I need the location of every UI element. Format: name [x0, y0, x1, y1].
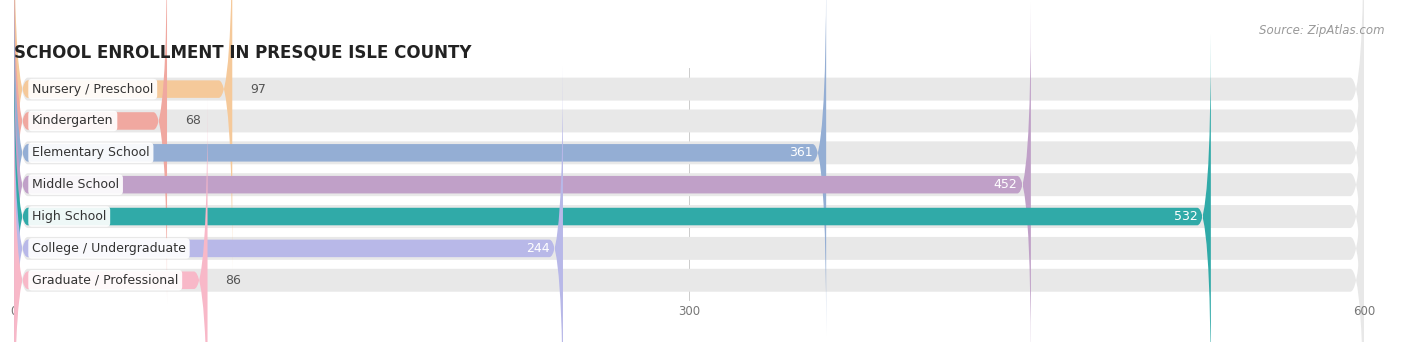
- Text: Middle School: Middle School: [32, 178, 120, 191]
- FancyBboxPatch shape: [14, 0, 1364, 301]
- Text: Nursery / Preschool: Nursery / Preschool: [32, 83, 153, 96]
- Text: 86: 86: [225, 274, 242, 287]
- FancyBboxPatch shape: [14, 101, 1364, 342]
- Text: Graduate / Professional: Graduate / Professional: [32, 274, 179, 287]
- Text: College / Undergraduate: College / Undergraduate: [32, 242, 186, 255]
- Text: SCHOOL ENROLLMENT IN PRESQUE ISLE COUNTY: SCHOOL ENROLLMENT IN PRESQUE ISLE COUNTY: [14, 43, 471, 61]
- Text: 361: 361: [789, 146, 813, 159]
- FancyBboxPatch shape: [14, 98, 208, 342]
- Text: 452: 452: [994, 178, 1018, 191]
- FancyBboxPatch shape: [14, 0, 1364, 269]
- FancyBboxPatch shape: [14, 69, 1364, 342]
- FancyBboxPatch shape: [14, 2, 1031, 342]
- Text: Kindergarten: Kindergarten: [32, 115, 114, 128]
- Text: 244: 244: [526, 242, 550, 255]
- FancyBboxPatch shape: [14, 0, 1364, 332]
- Text: 97: 97: [250, 83, 266, 96]
- FancyBboxPatch shape: [14, 0, 232, 272]
- FancyBboxPatch shape: [14, 34, 1211, 342]
- Text: High School: High School: [32, 210, 107, 223]
- FancyBboxPatch shape: [14, 37, 1364, 342]
- Text: 532: 532: [1174, 210, 1198, 223]
- Text: 68: 68: [186, 115, 201, 128]
- FancyBboxPatch shape: [14, 0, 167, 303]
- Text: Source: ZipAtlas.com: Source: ZipAtlas.com: [1260, 24, 1385, 37]
- FancyBboxPatch shape: [14, 5, 1364, 342]
- FancyBboxPatch shape: [14, 0, 827, 335]
- FancyBboxPatch shape: [14, 66, 562, 342]
- Text: Elementary School: Elementary School: [32, 146, 149, 159]
